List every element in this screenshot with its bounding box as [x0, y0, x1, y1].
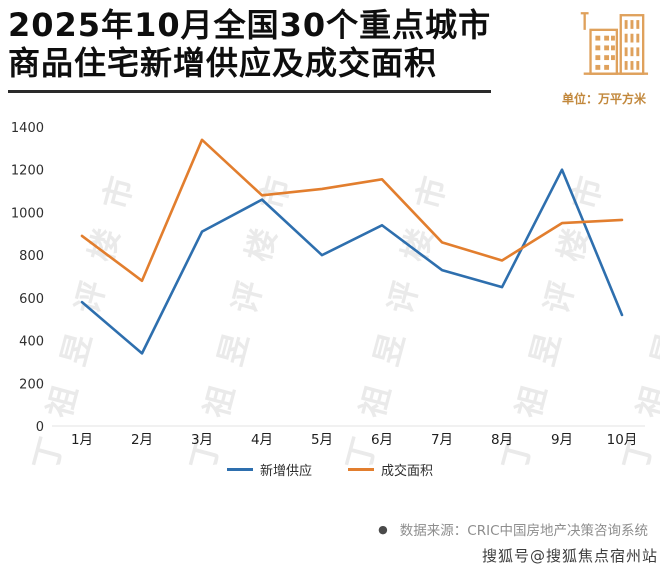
x-tick-label: 5月	[311, 432, 333, 448]
x-tick-label: 1月	[71, 432, 93, 448]
series-line-1	[80, 138, 624, 283]
y-tick-label: 0	[36, 420, 44, 435]
y-tick-label: 200	[19, 377, 44, 392]
legend-swatch	[348, 468, 374, 471]
series-line-0	[80, 168, 624, 355]
x-axis-labels: 1月 2月 3月 4月 5月 6月 7月 8月 9月 10月	[71, 432, 637, 448]
legend-item: 新增供应	[226, 460, 312, 479]
x-tick-label: 9月	[551, 432, 573, 448]
x-tick-label: 4月	[251, 432, 273, 448]
unit-label: 单位：万平方米	[561, 92, 646, 106]
legend-label: 成交面积	[381, 464, 434, 479]
x-tick-label: 10月	[607, 432, 638, 448]
y-tick-label: 800	[19, 249, 44, 264]
y-tick-label: 1200	[11, 164, 44, 179]
x-tick-label: 7月	[431, 432, 453, 448]
sohu-watermark: 搜狐号@搜狐焦点宿州站	[481, 547, 658, 565]
data-source: ● 数据来源：CRIC中国房地产决策咨询系统	[378, 519, 648, 540]
y-tick-label: 400	[19, 335, 44, 350]
page-title: 2025年10月全国30个重点城市 商品住宅新增供应及成交面积	[8, 6, 492, 93]
x-tick-label: 3月	[191, 432, 213, 448]
x-tick-label: 8月	[491, 432, 513, 448]
legend-label: 新增供应	[259, 464, 312, 479]
y-tick-label: 1400	[11, 121, 44, 136]
legend-swatch	[226, 468, 253, 471]
y-tick-label: 1000	[11, 206, 44, 221]
title-line-1: 2025年10月全国30个重点城市	[8, 6, 492, 44]
chart-legend: 新增供应 成交面积	[0, 460, 660, 479]
series-layer	[80, 138, 624, 355]
buildings-icon	[580, 12, 649, 75]
x-tick-label: 6月	[371, 432, 393, 448]
source-text: 数据来源：CRIC中国房地产决策咨询系统	[399, 523, 648, 539]
y-axis-labels: 0 200 400 600 800 1000 1200 1400	[11, 121, 44, 435]
bullet-icon: ●	[378, 522, 388, 536]
y-tick-label: 600	[19, 292, 44, 307]
title-line-2: 商品住宅新增供应及成交面积	[8, 44, 438, 83]
x-tick-label: 2月	[131, 432, 153, 448]
legend-item: 成交面积	[348, 460, 433, 479]
